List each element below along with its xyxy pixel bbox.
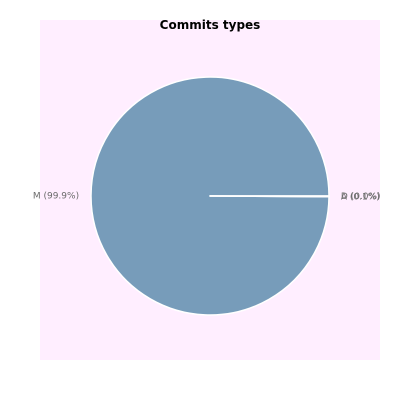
pie-label-d: D (0.0%)	[341, 192, 381, 202]
pie-label-m: M (99.9%)	[33, 192, 79, 202]
pie-slices	[90, 76, 330, 316]
chart-title: Commits types	[159, 18, 261, 32]
pie-label-a: A (0.1%)	[341, 193, 380, 203]
pie-labels: M (99.9%) A (0.1%)D (0.0%)	[33, 192, 381, 203]
